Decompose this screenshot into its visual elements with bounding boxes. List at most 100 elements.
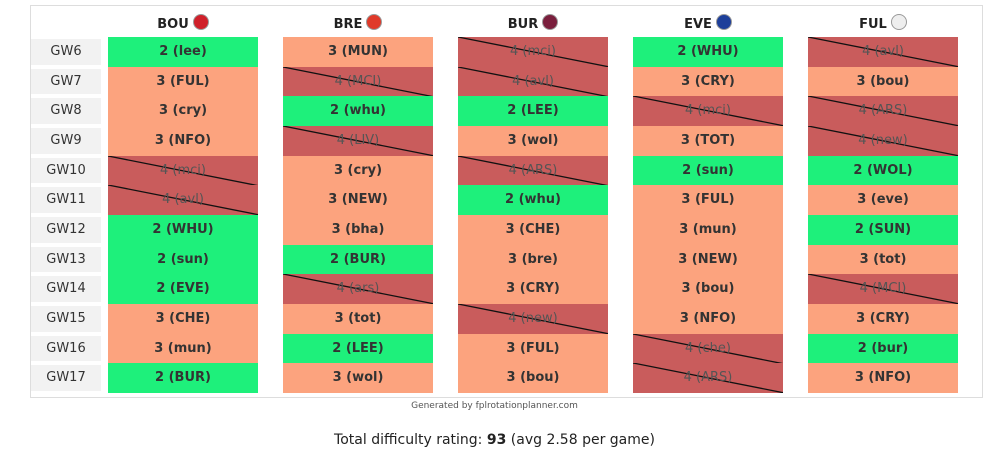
fixture-cell: 3 (bou) — [633, 274, 783, 305]
strike — [633, 333, 783, 364]
fixture-text: 2 (EVE) — [156, 281, 210, 297]
strike — [108, 185, 258, 215]
gameweek-label: GW15 — [31, 306, 101, 332]
fixture-text: 4 (new) — [508, 311, 558, 327]
fixture-text: 3 (CRY) — [681, 73, 735, 89]
fixture-text: 4 (ars) — [336, 281, 380, 297]
fixture-text: 3 (cry) — [158, 103, 208, 119]
fixture-text: 4 (che) — [685, 340, 731, 356]
fixture-text: 3 (NEW) — [678, 251, 738, 267]
fixture-text: 3 (FUL) — [681, 192, 735, 208]
fixture-cell: 4 (ARS) — [633, 363, 783, 394]
fixture-text: 3 (NEW) — [328, 192, 388, 208]
fixture-text: 3 (tot) — [859, 251, 907, 267]
footer: Total difficulty rating: 93 (avg 2.58 pe… — [0, 432, 989, 448]
strike — [458, 37, 608, 67]
fixture-cell: 4 (LIV) — [283, 126, 433, 156]
fixture-cell: 4 (MCI) — [808, 274, 958, 305]
fixture-text: 3 (bha) — [331, 222, 385, 238]
fixture-text: 3 (eve) — [857, 192, 909, 208]
fixture-cell: 3 (tot) — [283, 304, 433, 334]
strike — [458, 304, 608, 334]
fixture-cell: 4 (avl) — [108, 185, 258, 215]
fixture-cell: 3 (bou) — [808, 66, 958, 97]
fixture-cell: 3 (NFO) — [633, 304, 783, 334]
fixture-text: 4 (ARS) — [683, 370, 733, 386]
footer-avg: (avg 2.58 per game) — [510, 432, 655, 448]
fixture-text: 4 (new) — [858, 133, 908, 148]
fixture-text: 3 (bou) — [506, 370, 560, 386]
fixture-text: 3 (NFO) — [154, 133, 212, 148]
gameweek-label: GW7 — [31, 68, 101, 95]
fixture-text: 2 (whu) — [505, 192, 561, 208]
team-name: FUL — [859, 17, 887, 32]
fixture-cell: 3 (bha) — [283, 215, 433, 245]
fixture-cell: 3 (mun) — [633, 215, 783, 245]
gameweek-label: GW14 — [31, 276, 101, 303]
fixture-text: 4 (mci) — [685, 103, 731, 119]
team-badge — [715, 14, 732, 30]
fixture-text: 3 (wol) — [507, 133, 559, 148]
fixture-text: 3 (NFO) — [679, 311, 737, 327]
footer-label: Total difficulty rating: — [334, 432, 483, 448]
credit: Generated by fplrotationplanner.com — [411, 401, 578, 411]
fixture-text: 4 (mci) — [160, 162, 206, 178]
fixture-cell: 3 (CHE) — [458, 215, 608, 245]
fixture-cell: 3 (NFO) — [808, 363, 958, 394]
fixture-cell: 4 (ARS) — [458, 155, 608, 186]
fixture-cell: 3 (eve) — [808, 185, 958, 215]
fixture-cell: 4 (ARS) — [808, 96, 958, 126]
team-badge — [890, 14, 907, 30]
strike — [108, 155, 258, 186]
strike — [283, 274, 433, 305]
fixture-text: 4 (avl) — [512, 73, 554, 89]
strike — [808, 96, 958, 126]
fixture-text: 4 (MCI) — [334, 73, 382, 89]
fixture-text: 2 (WHU) — [152, 222, 214, 238]
gameweek-label: GW10 — [31, 157, 101, 184]
fixture-text: 3 (tot) — [334, 311, 382, 327]
fixture-cell: 3 (NEW) — [283, 185, 433, 215]
fixture-text: 3 (CHE) — [505, 222, 561, 238]
fixture-cell: 3 (bre) — [458, 244, 608, 275]
fixture-cell: 2 (whu) — [283, 96, 433, 126]
fixture-cell: 3 (FUL) — [108, 66, 258, 97]
fixture-cell: 2 (lee) — [108, 37, 258, 67]
fixture-cell: 3 (CHE) — [108, 304, 258, 334]
fixture-cell: 3 (wol) — [458, 126, 608, 156]
fixture-cell: 4 (ars) — [283, 274, 433, 305]
fixture-text: 2 (bur) — [857, 340, 909, 356]
fixture-text: 2 (LEE) — [332, 340, 384, 356]
fixture-cell: 2 (bur) — [808, 333, 958, 364]
team-name: BOU — [157, 17, 189, 32]
fixture-cell: 3 (tot) — [808, 244, 958, 275]
fixture-cell: 2 (EVE) — [108, 274, 258, 305]
fixture-cell: 3 (FUL) — [633, 185, 783, 215]
fixture-text: 3 (wol) — [332, 370, 384, 386]
fixture-cell: 3 (cry) — [108, 96, 258, 126]
fixture-text: 3 (NFO) — [854, 370, 912, 386]
fixture-text: 2 (SUN) — [854, 222, 912, 238]
fixture-cell: 3 (cry) — [283, 155, 433, 186]
gameweek-label: GW11 — [31, 187, 101, 213]
fixture-text: 4 (avl) — [862, 44, 904, 59]
fixture-text: 3 (CHE) — [155, 311, 211, 327]
fixture-cell: 3 (FUL) — [458, 333, 608, 364]
fixture-text: 3 (bou) — [681, 281, 735, 297]
fixture-text: 2 (BUR) — [155, 370, 211, 386]
fixture-cell: 4 (new) — [458, 304, 608, 334]
fixture-text: 4 (LIV) — [336, 133, 380, 148]
strike — [458, 155, 608, 186]
fixture-cell: 2 (WOL) — [808, 155, 958, 186]
strike — [283, 126, 433, 156]
fixture-cell: 2 (LEE) — [283, 333, 433, 364]
gameweek-label: GW6 — [31, 39, 101, 65]
team-badge — [366, 14, 383, 30]
fixture-cell: 2 (sun) — [108, 244, 258, 275]
footer-total: 93 — [486, 432, 507, 448]
fixture-text: 3 (CRY) — [856, 311, 910, 327]
fixture-cell: 4 (mci) — [458, 37, 608, 67]
gameweek-label: GW8 — [31, 98, 101, 124]
strike — [633, 363, 783, 394]
fixture-text: 3 (cry) — [333, 162, 383, 178]
